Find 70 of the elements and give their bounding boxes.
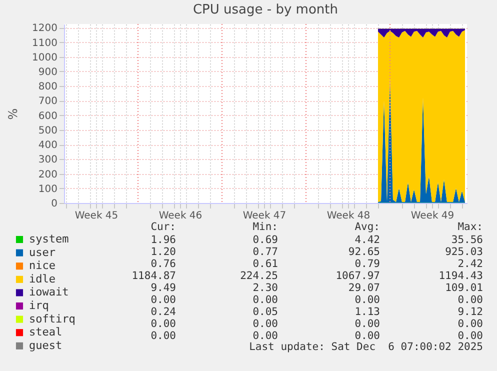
text: 2.42 bbox=[458, 258, 483, 270]
text: 0.76 bbox=[150, 258, 176, 270]
text: 224.25 bbox=[240, 270, 278, 282]
text: 29.07 bbox=[348, 282, 380, 294]
y-tick-label: 400 bbox=[38, 140, 58, 152]
legend-label: nice bbox=[29, 259, 56, 272]
text: 0.00 bbox=[150, 330, 176, 342]
legend-label: iowait bbox=[29, 286, 69, 299]
x-tick-label: Week 49 bbox=[410, 210, 454, 222]
text: 0.05 bbox=[252, 306, 278, 318]
legend-label: guest bbox=[29, 338, 62, 352]
y-tick-label: 1000 bbox=[32, 52, 58, 64]
text: 35.56 bbox=[451, 234, 483, 246]
text: 0.00 bbox=[252, 330, 278, 342]
text: 0.24 bbox=[150, 306, 176, 318]
text: Cur: bbox=[150, 221, 176, 233]
text: 4.42 bbox=[354, 234, 380, 246]
text: 1.96 bbox=[150, 234, 176, 246]
text: 1067.97 bbox=[336, 270, 380, 282]
text: 0.00 bbox=[354, 330, 380, 342]
legend-label: idle bbox=[29, 272, 56, 286]
legend-label: softirq bbox=[29, 312, 76, 326]
text: Max: bbox=[458, 221, 483, 233]
y-tick-label: 800 bbox=[38, 82, 58, 93]
text: 0.00 bbox=[252, 294, 278, 306]
text: 0.00 bbox=[354, 318, 380, 330]
text: 1.13 bbox=[354, 306, 380, 318]
y-tick-label: 700 bbox=[38, 96, 58, 108]
y-tick-label: 1100 bbox=[32, 38, 58, 49]
legend-label: irq bbox=[29, 299, 49, 312]
y-tick-label: 200 bbox=[38, 169, 58, 180]
text: 0.00 bbox=[150, 318, 176, 330]
text: Last update: Sat Dec 6 07:00:02 2025 bbox=[249, 341, 483, 353]
text: 0.61 bbox=[252, 258, 278, 270]
y-tick-label: 1200 bbox=[32, 23, 58, 34]
text: 925.03 bbox=[445, 246, 483, 258]
y-tick-label: 600 bbox=[38, 110, 58, 122]
text: 1184.87 bbox=[132, 270, 176, 282]
y-axis-title: % bbox=[6, 108, 20, 120]
text: 0.00 bbox=[458, 330, 483, 342]
x-tick-label: Week 48 bbox=[326, 210, 370, 222]
chart-title: CPU usage - by month bbox=[192, 2, 338, 18]
text: 109.01 bbox=[445, 282, 483, 294]
legend-label: steal bbox=[29, 326, 62, 339]
text: 2.30 bbox=[252, 282, 278, 294]
y-tick-label: 100 bbox=[38, 184, 58, 195]
text: 0.69 bbox=[252, 234, 278, 246]
x-tick-label: Week 45 bbox=[74, 210, 118, 222]
text: 92.65 bbox=[348, 246, 380, 258]
text: 0.00 bbox=[252, 318, 278, 330]
text: 0.79 bbox=[354, 258, 380, 270]
text: 0.00 bbox=[354, 294, 380, 306]
text: 0.00 bbox=[458, 318, 483, 330]
y-tick-label: 300 bbox=[38, 154, 58, 166]
text: Avg: bbox=[354, 221, 380, 233]
text: 9.49 bbox=[150, 282, 176, 294]
text: 1.20 bbox=[150, 246, 176, 258]
text: Min: bbox=[252, 221, 278, 233]
text: 1194.43 bbox=[438, 270, 483, 282]
y-tick-label: 0 bbox=[51, 198, 58, 210]
x-tick-label: Week 46 bbox=[158, 210, 202, 222]
text: 9.12 bbox=[458, 306, 483, 318]
y-tick-label: 500 bbox=[38, 125, 58, 136]
y-tick-label: 900 bbox=[38, 66, 58, 78]
legend-label: user bbox=[29, 246, 56, 259]
text: 0.00 bbox=[458, 294, 483, 306]
text: 0.77 bbox=[252, 246, 278, 258]
legend-label: system bbox=[29, 232, 70, 246]
x-tick-label: Week 47 bbox=[242, 210, 286, 222]
text: 0.00 bbox=[150, 294, 176, 306]
